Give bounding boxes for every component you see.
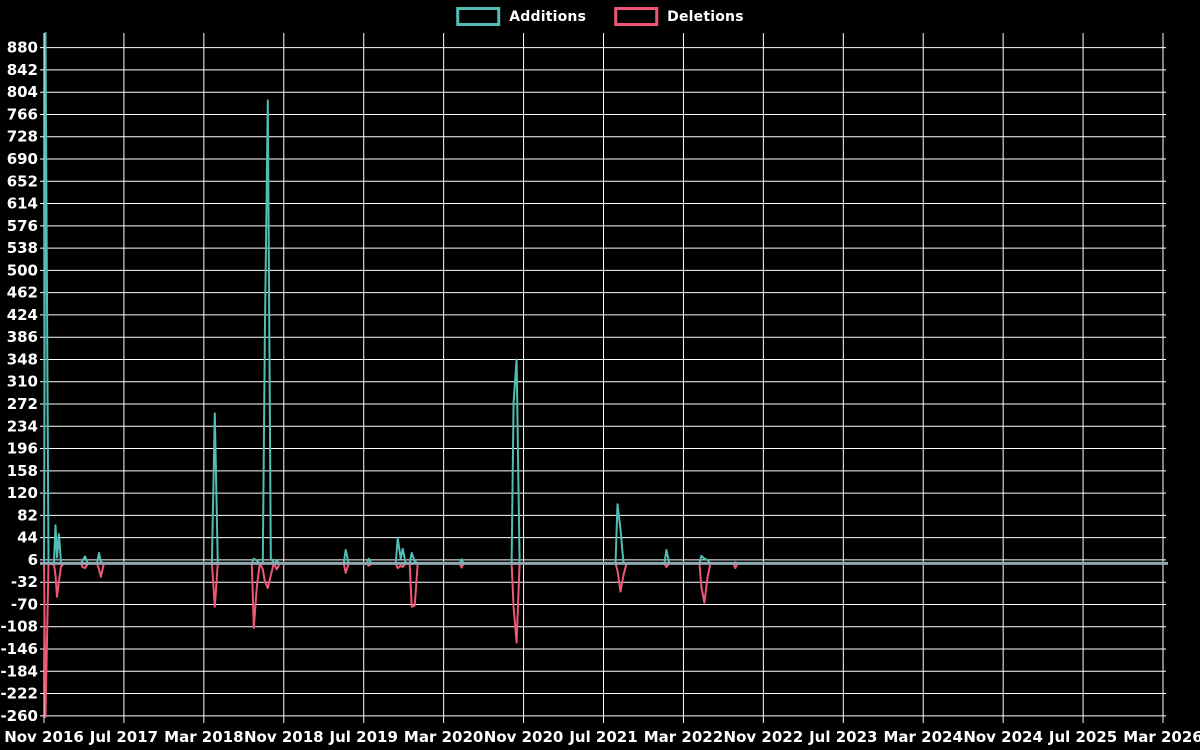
y-tick-label: -184 — [0, 662, 38, 680]
y-tick-label: 880 — [7, 39, 38, 57]
y-tick-label: 158 — [7, 462, 38, 480]
y-tick-label: 272 — [7, 395, 38, 413]
additions-swatch-icon — [456, 7, 501, 26]
x-tick-label: Jul 2019 — [329, 728, 398, 746]
y-tick-label: -108 — [0, 618, 38, 636]
y-tick-label: 804 — [7, 83, 38, 101]
legend-additions-label: Additions — [509, 8, 587, 25]
legend-item-deletions[interactable]: Deletions — [614, 7, 744, 26]
x-tick-label: Mar 2026 — [1123, 728, 1200, 746]
y-tick-label: 652 — [7, 172, 38, 190]
y-tick-label: 120 — [7, 484, 38, 502]
y-tick-label: 424 — [7, 306, 38, 324]
x-tick-label: Mar 2018 — [164, 728, 243, 746]
x-tick-label: Mar 2022 — [644, 728, 723, 746]
deletions-swatch-icon — [614, 7, 659, 26]
y-tick-label: 386 — [7, 328, 38, 346]
y-tick-label: 196 — [7, 440, 38, 458]
x-tick-label: Nov 2024 — [963, 728, 1043, 746]
y-tick-label: 842 — [7, 61, 38, 79]
x-tick-label: Nov 2022 — [724, 728, 804, 746]
y-tick-label: -222 — [0, 685, 38, 703]
legend-deletions-label: Deletions — [667, 8, 744, 25]
y-tick-label: 82 — [17, 506, 38, 524]
y-tick-label: 766 — [7, 105, 38, 123]
additions-line — [43, 32, 1166, 565]
y-tick-label: 310 — [7, 373, 38, 391]
x-tick-label: Mar 2020 — [404, 728, 483, 746]
y-tick-label: -260 — [0, 707, 38, 725]
x-tick-label: Nov 2016 — [4, 728, 84, 746]
y-tick-label: 348 — [7, 350, 38, 368]
chart-legend: Additions Deletions — [456, 7, 744, 26]
x-tick-label: Jul 2017 — [89, 728, 158, 746]
x-tick-label: Mar 2024 — [884, 728, 963, 746]
x-tick-label: Jul 2023 — [808, 728, 877, 746]
y-tick-label: -32 — [11, 573, 38, 591]
x-tick-label: Nov 2020 — [484, 728, 564, 746]
y-tick-label: 500 — [7, 261, 38, 279]
y-tick-label: -70 — [11, 595, 38, 613]
y-tick-label: -146 — [0, 640, 38, 658]
legend-item-additions[interactable]: Additions — [456, 7, 586, 26]
y-tick-label: 728 — [7, 128, 38, 146]
y-tick-label: 234 — [7, 417, 38, 435]
x-tick-label: Nov 2018 — [244, 728, 324, 746]
y-tick-label: 576 — [7, 217, 38, 235]
y-tick-label: 614 — [7, 195, 38, 213]
y-tick-label: 462 — [7, 284, 38, 302]
x-tick-label: Jul 2025 — [1048, 728, 1117, 746]
x-tick-label: Jul 2021 — [568, 728, 637, 746]
y-tick-label: 690 — [7, 150, 38, 168]
y-tick-label: 44 — [17, 529, 38, 547]
y-tick-label: 6 — [28, 551, 38, 569]
y-tick-label: 538 — [7, 239, 38, 257]
